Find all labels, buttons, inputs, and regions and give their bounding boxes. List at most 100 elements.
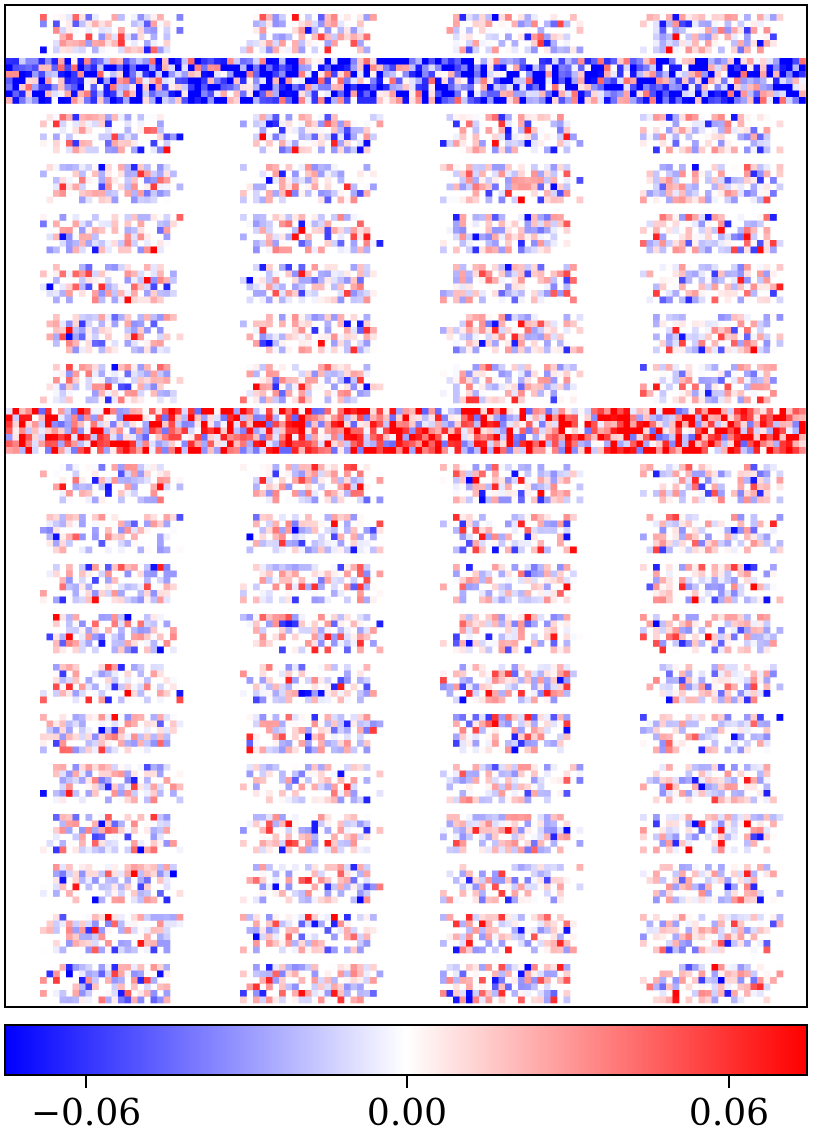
heatmap-cell bbox=[201, 64, 208, 72]
heatmap-cell bbox=[737, 277, 745, 284]
heatmap-cell bbox=[324, 408, 332, 415]
heatmap-cell bbox=[659, 164, 667, 171]
heatmap-cell bbox=[792, 447, 800, 454]
heatmap-cell bbox=[453, 133, 460, 141]
heatmap-cell bbox=[59, 496, 67, 504]
heatmap-cell bbox=[461, 427, 468, 435]
heatmap-cell bbox=[253, 90, 260, 98]
heatmap-cell bbox=[799, 440, 806, 448]
heatmap-cell bbox=[760, 427, 767, 435]
heatmap-cell bbox=[311, 540, 319, 547]
heatmap-cell bbox=[672, 220, 680, 228]
heatmap-cell bbox=[110, 71, 117, 78]
heatmap-cell bbox=[799, 414, 806, 422]
heatmap-cell bbox=[72, 246, 80, 254]
heatmap-cell bbox=[311, 20, 319, 28]
heatmap-cell bbox=[98, 177, 106, 184]
heatmap-cell bbox=[144, 170, 151, 178]
heatmap-cell bbox=[498, 146, 506, 154]
heatmap-cell bbox=[737, 283, 745, 291]
heatmap-cell bbox=[72, 590, 80, 597]
heatmap-cell bbox=[485, 320, 493, 328]
heatmap-cell bbox=[124, 240, 132, 247]
heatmap-cell bbox=[472, 520, 480, 528]
heatmap-cell bbox=[623, 434, 631, 441]
heatmap-cell bbox=[466, 240, 473, 247]
heatmap-cell bbox=[524, 114, 532, 121]
heatmap-cell bbox=[763, 183, 771, 191]
heatmap-cell bbox=[454, 434, 462, 441]
heatmap-cell bbox=[685, 296, 693, 304]
heatmap-cell bbox=[565, 97, 572, 104]
heatmap-cell bbox=[792, 434, 800, 441]
heatmap-cell bbox=[45, 440, 52, 448]
heatmap-cell bbox=[53, 277, 60, 284]
heatmap-cell bbox=[331, 164, 338, 171]
heatmap-cell bbox=[705, 46, 712, 54]
heatmap-cell bbox=[111, 590, 119, 597]
heatmap-cell bbox=[472, 170, 480, 178]
heatmap-cell bbox=[66, 33, 73, 41]
heatmap-cell bbox=[557, 164, 564, 171]
heatmap-cell bbox=[201, 77, 208, 85]
heatmap-cell bbox=[105, 333, 112, 341]
heatmap-cell bbox=[531, 483, 538, 491]
heatmap-cell bbox=[137, 383, 145, 391]
heatmap-cell bbox=[643, 64, 650, 72]
heatmap-cell bbox=[246, 296, 254, 304]
heatmap-cell bbox=[557, 120, 564, 128]
heatmap-cell bbox=[711, 364, 719, 371]
heatmap-cell bbox=[298, 577, 306, 584]
heatmap-cell bbox=[66, 246, 73, 254]
heatmap-cell bbox=[666, 240, 673, 247]
heatmap-cell bbox=[440, 164, 447, 171]
heatmap-cell bbox=[66, 40, 73, 47]
heatmap-cell bbox=[150, 596, 158, 604]
heatmap-cell bbox=[64, 77, 72, 85]
heatmap-cell bbox=[357, 20, 364, 28]
heatmap-cell bbox=[170, 314, 177, 321]
heatmap-cell bbox=[253, 64, 260, 72]
heatmap-cell bbox=[84, 77, 91, 85]
heatmap-cell bbox=[79, 577, 86, 584]
heatmap-cell bbox=[718, 496, 725, 504]
heatmap-cell bbox=[105, 546, 112, 554]
heatmap-cell bbox=[337, 127, 345, 134]
heatmap-cell bbox=[750, 464, 758, 471]
heatmap-cell bbox=[305, 520, 312, 528]
heatmap-cell bbox=[46, 290, 54, 297]
heatmap-cell bbox=[98, 246, 106, 254]
heatmap-cell bbox=[672, 114, 680, 121]
heatmap-cell bbox=[519, 90, 527, 98]
heatmap-cell bbox=[357, 390, 364, 397]
heatmap-cell bbox=[636, 434, 644, 441]
heatmap-cell bbox=[259, 320, 267, 328]
heatmap-cell bbox=[688, 427, 696, 435]
heatmap-cell bbox=[511, 264, 519, 271]
heatmap-cell bbox=[472, 490, 480, 497]
heatmap-cell bbox=[357, 490, 364, 497]
heatmap-cell bbox=[672, 346, 680, 354]
heatmap-cell bbox=[557, 520, 564, 528]
heatmap-cell bbox=[776, 477, 784, 484]
heatmap-cell bbox=[66, 577, 73, 584]
heatmap-cell bbox=[731, 114, 738, 121]
heatmap-cell bbox=[105, 246, 112, 254]
heatmap-cell bbox=[337, 320, 345, 328]
heatmap-cell bbox=[435, 77, 442, 85]
heatmap-cell bbox=[537, 470, 545, 478]
heatmap-cell bbox=[750, 233, 758, 241]
heatmap-cell bbox=[131, 527, 138, 534]
heatmap-cell bbox=[194, 90, 202, 98]
heatmap-cell bbox=[292, 540, 299, 547]
heatmap-cell bbox=[396, 71, 403, 78]
heatmap-cell bbox=[318, 190, 325, 197]
heatmap-cell bbox=[757, 364, 764, 371]
heatmap-cell bbox=[363, 97, 371, 104]
heatmap-cell bbox=[714, 77, 722, 85]
heatmap-cell bbox=[453, 346, 460, 354]
heatmap-cell bbox=[137, 464, 145, 471]
heatmap-cell bbox=[363, 596, 371, 604]
heatmap-cell bbox=[12, 421, 20, 428]
heatmap-cell bbox=[493, 64, 501, 72]
